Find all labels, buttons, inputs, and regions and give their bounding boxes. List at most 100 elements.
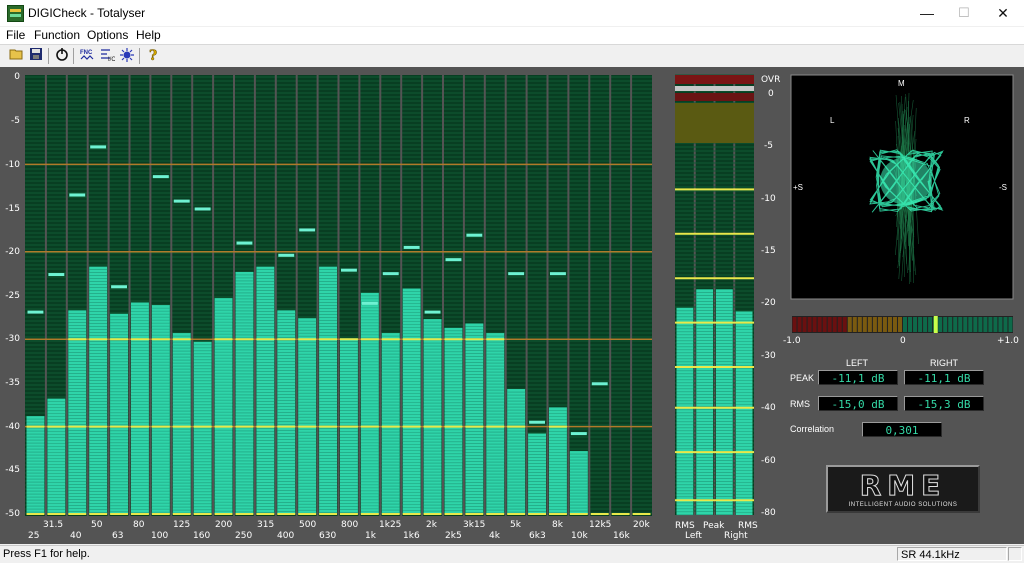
meter-scale: 0 (768, 89, 774, 99)
meter-scale: OVR (761, 75, 780, 85)
y-tick: -30 (0, 334, 20, 344)
correlation-segment (953, 317, 957, 332)
band-peak-marker (362, 302, 378, 305)
correlation-segment (923, 317, 927, 332)
y-tick: -10 (0, 160, 20, 170)
correlation-segment (818, 317, 822, 332)
y-tick: 0 (0, 72, 20, 82)
correlation-segment (803, 317, 807, 332)
peak-label: PEAK (790, 373, 814, 383)
menu-function[interactable]: Function (34, 28, 80, 42)
meter-bar (677, 308, 694, 515)
band-bar (27, 416, 45, 514)
y-tick: -5 (0, 116, 20, 126)
band-bar (403, 289, 421, 514)
band-peak-marker (69, 193, 85, 196)
band-label: 1k (365, 531, 376, 541)
band-label: 25 (28, 531, 39, 541)
app-icon (7, 5, 24, 22)
correlation-segment (913, 317, 917, 332)
correlation-segment (843, 317, 847, 332)
band-peak-marker (508, 272, 524, 275)
band-peak-marker (299, 228, 315, 231)
y-tick: -45 (0, 465, 20, 475)
correlation-segment (898, 317, 902, 332)
correlation-readout: 0,301 (862, 422, 942, 437)
band-bar (570, 451, 588, 514)
correlation-segment (983, 317, 987, 332)
band-label: 10k (571, 531, 588, 541)
gonio-label-l: L (830, 116, 834, 125)
correlation-segment (978, 317, 982, 332)
svg-text:FNC: FNC (80, 50, 93, 56)
open-icon[interactable] (8, 47, 25, 64)
meter-scale: -20 (761, 298, 776, 308)
correlation-segment (873, 317, 877, 332)
band-label: 5k (510, 520, 521, 530)
y-tick: -15 (0, 204, 20, 214)
logo-sub: INTELLIGENT AUDIO SOLUTIONS (828, 502, 978, 508)
band-peak-marker (174, 200, 190, 203)
right-header: RIGHT (930, 358, 958, 368)
correlation-segment (888, 317, 892, 332)
band-label: 3k15 (463, 520, 485, 530)
rms-right-readout: -15,3 dB (904, 396, 984, 411)
correlation-indicator (934, 316, 938, 333)
save-icon[interactable] (27, 47, 44, 64)
correlation-segment (838, 317, 842, 332)
toolbar-separator (73, 48, 74, 64)
band-bar (236, 272, 254, 514)
corr-scale-min: -1.0 (783, 336, 801, 346)
meter-scale: -60 (761, 456, 776, 466)
menu-file[interactable]: File (6, 28, 25, 42)
band-peak-marker (195, 207, 211, 210)
function-icon[interactable]: FNC (78, 47, 95, 64)
power-icon[interactable] (53, 47, 70, 64)
help-icon[interactable]: ? (144, 47, 161, 64)
title-bar: DIGICheck - Totalyser — ☐ ✕ (0, 0, 1024, 26)
correlation-segment (1008, 317, 1012, 332)
gonio-label-m: M (898, 79, 905, 88)
corr-scale-max: +1.0 (997, 336, 1019, 346)
band-label: 100 (151, 531, 168, 541)
band-label: 2k5 (445, 531, 462, 541)
close-button[interactable]: ✕ (980, 0, 1024, 26)
svg-text:I/O: I/O (108, 57, 115, 63)
band-peak-marker (592, 382, 608, 385)
menu-help[interactable]: Help (136, 28, 161, 42)
toolbar-separator (48, 48, 49, 64)
svg-text:?: ? (149, 48, 157, 63)
meter-label-rms: RMS (738, 521, 758, 531)
correlation-segment (883, 317, 887, 332)
io-icon[interactable]: I/O (98, 47, 115, 64)
band-label: 250 (235, 531, 252, 541)
y-tick: -35 (0, 378, 20, 388)
correlation-label: Correlation (790, 424, 834, 434)
band-label: 1k6 (403, 531, 420, 541)
correlation-segment (828, 317, 832, 332)
menu-options[interactable]: Options (87, 28, 128, 42)
band-label: 20k (633, 520, 650, 530)
y-tick: -50 (0, 509, 20, 519)
correlation-segment (878, 317, 882, 332)
meter-red-zone (675, 93, 754, 101)
band-bar (424, 319, 442, 514)
gonio-label-minus-s: -S (999, 183, 1007, 192)
correlation-segment (833, 317, 837, 332)
band-label: 1k25 (379, 520, 401, 530)
band-peak-marker (529, 421, 545, 424)
band-bar (194, 342, 212, 514)
meter-scale: -80 (761, 508, 776, 518)
correlation-segment (928, 317, 932, 332)
band-label: 800 (341, 520, 358, 530)
band-label: 160 (193, 531, 210, 541)
band-label: 80 (133, 520, 144, 530)
correlation-segment (908, 317, 912, 332)
band-peak-marker (404, 246, 420, 249)
band-label: 2k (426, 520, 437, 530)
band-label: 4k (489, 531, 500, 541)
correlation-segment (813, 317, 817, 332)
settings-icon[interactable] (118, 47, 135, 64)
band-label: 125 (173, 520, 190, 530)
band-bar (47, 399, 65, 514)
